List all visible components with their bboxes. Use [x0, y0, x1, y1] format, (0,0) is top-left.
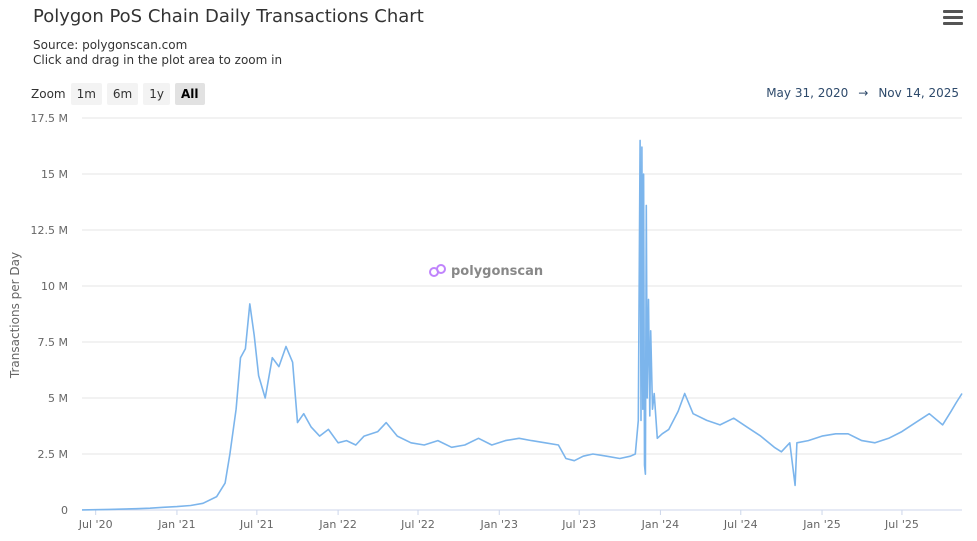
date-range: May 31, 2020 → Nov 14, 2025	[766, 86, 959, 100]
y-tick-label: 12.5 M	[31, 224, 68, 237]
y-axis: 0 2.5 M 5 M 7.5 M 10 M 12.5 M 15 M 17.5 M	[31, 112, 68, 517]
chart-title: Polygon PoS Chain Daily Transactions Cha…	[33, 6, 424, 27]
zoom-1y-button[interactable]: 1y	[143, 83, 170, 105]
x-tick-label: Jul '20	[78, 518, 113, 531]
range-to[interactable]: Nov 14, 2025	[878, 86, 959, 100]
watermark-text: polygonscan	[451, 264, 543, 279]
x-tick-label: Jul '22	[400, 518, 435, 531]
zoom-1m-button[interactable]: 1m	[70, 83, 102, 105]
range-from[interactable]: May 31, 2020	[766, 86, 849, 100]
y-axis-label: Transactions per Day	[8, 252, 22, 379]
grid-lines	[82, 117, 962, 511]
hamburger-menu-icon[interactable]	[943, 10, 963, 26]
chart-zoom-hint: Click and drag in the plot area to zoom …	[33, 53, 283, 67]
zoom-6m-button[interactable]: 6m	[106, 83, 139, 105]
x-tick-label: Jan '23	[480, 518, 518, 531]
y-tick-label: 7.5 M	[38, 336, 68, 349]
y-tick-label: 17.5 M	[31, 112, 68, 125]
y-tick-label: 5 M	[48, 392, 68, 405]
x-tick-label: Jul '21	[239, 518, 274, 531]
y-tick-label: 0	[61, 504, 68, 517]
y-tick-label: 15 M	[41, 168, 68, 181]
x-tick-label: Jan '21	[157, 518, 195, 531]
x-tick-label: Jan '24	[641, 518, 679, 531]
polygon-logo-icon	[429, 264, 446, 277]
zoom-toolbar: Zoom 1m 6m 1y All	[31, 83, 210, 105]
x-tick-label: Jan '25	[802, 518, 840, 531]
watermark: polygonscan	[429, 264, 543, 279]
zoom-label: Zoom	[31, 87, 66, 101]
y-tick-label: 2.5 M	[38, 448, 68, 461]
chart-source: Source: polygonscan.com	[33, 38, 188, 52]
zoom-all-button[interactable]: All	[175, 83, 205, 105]
x-axis: Jul '20 Jan '21 Jul '21 Jan '22 Jul '22 Jan '…	[78, 510, 919, 531]
series-line-daily-transactions[interactable]	[81, 139, 963, 511]
x-tick-label: Jul '24	[723, 518, 758, 531]
x-tick-label: Jan '22	[318, 518, 356, 531]
range-arrow: →	[858, 86, 869, 100]
y-tick-label: 10 M	[41, 280, 68, 293]
x-tick-label: Jul '25	[884, 518, 919, 531]
x-tick-label: Jul '23	[561, 518, 596, 531]
